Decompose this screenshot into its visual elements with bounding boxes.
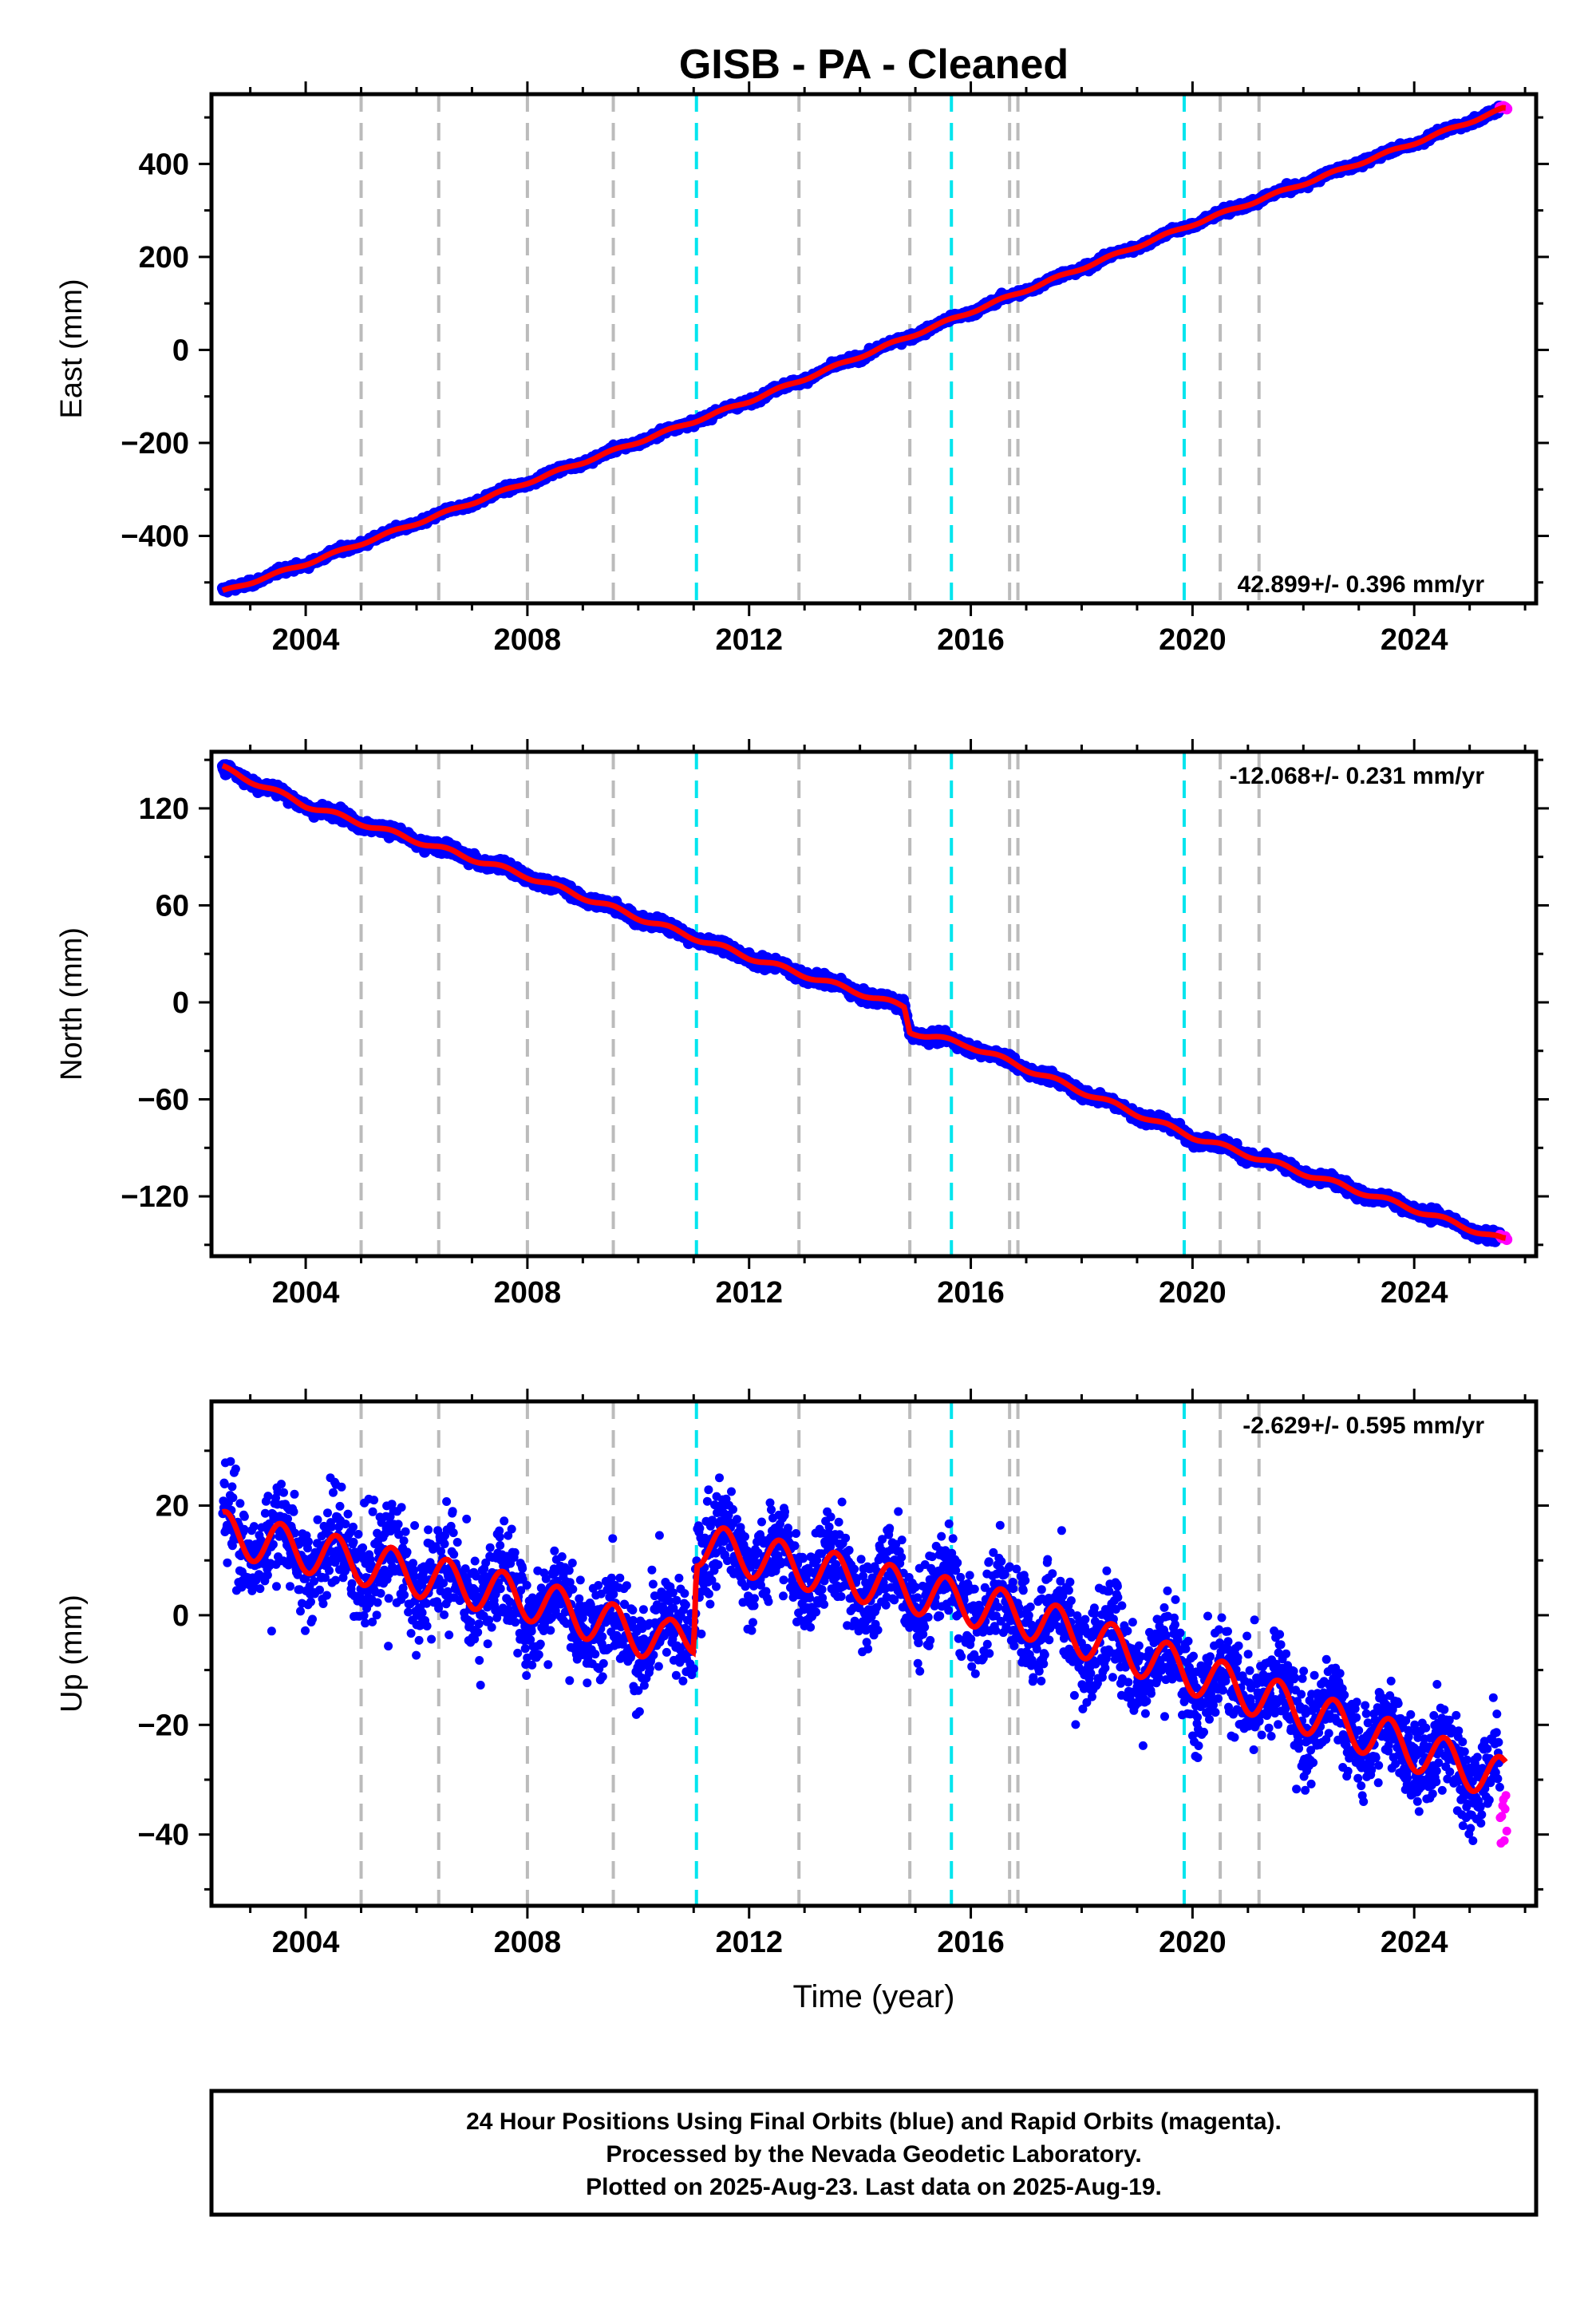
x-tick-label: 2008: [494, 623, 562, 657]
chart-title: GISB - PA - Cleaned: [679, 41, 1069, 88]
x-tick-label: 2024: [1381, 623, 1448, 657]
x-tick-label: 2016: [937, 623, 1005, 657]
x-tick-label: 2020: [1159, 623, 1227, 657]
north-panel: 2004 2008 2012 2016 2020 2024−120−60060120Nor…: [55, 739, 1549, 1310]
x-tick-label: 2012: [715, 623, 783, 657]
y-tick-label: 200: [139, 241, 189, 275]
y-tick-label: 0: [172, 334, 189, 367]
east-panel: 2004 2008 2012 2016 2020 2024 −400 −200 0 200 400 E…: [55, 81, 1549, 657]
x-tick-label: 2004: [272, 623, 340, 657]
y-tick-label: −200: [120, 427, 189, 460]
velocity-label: 42.899+/- 0.396 mm/yr: [1238, 571, 1485, 598]
y-axis-label: East (mm): [55, 279, 89, 418]
y-tick-label: −400: [120, 520, 189, 554]
y-tick-label: 400: [139, 148, 189, 181]
model-fit-line: [221, 105, 1506, 594]
